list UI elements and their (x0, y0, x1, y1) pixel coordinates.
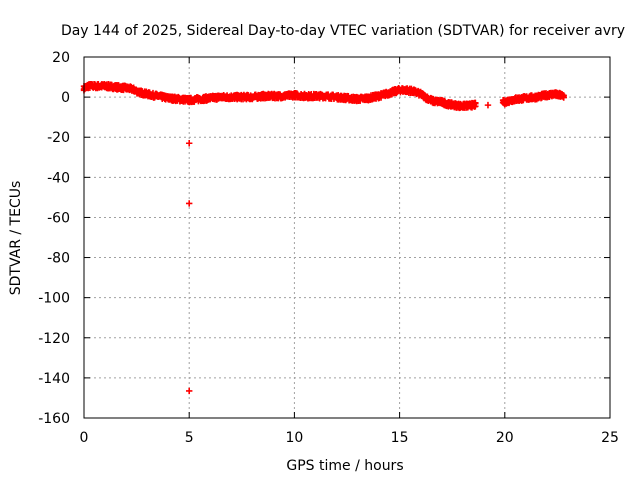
plot-border (83, 56, 611, 419)
y-tick-label: -120 (38, 331, 70, 347)
y-tick-label: -100 (38, 291, 70, 307)
x-tick-label: 15 (391, 430, 409, 446)
x-tick-label: 25 (601, 430, 619, 446)
chart-title: Day 144 of 2025, Sidereal Day-to-day VTE… (61, 23, 625, 39)
data-point (472, 103, 479, 110)
y-axis-label: SDTVAR / TECUs (8, 181, 24, 296)
x-tick-label: 5 (185, 430, 194, 446)
x-tick-label: 10 (285, 430, 303, 446)
y-tick-label: 20 (52, 50, 70, 66)
data-point (560, 94, 567, 101)
outlier-point (186, 140, 193, 147)
tick-layer: 0 5 10 15 20 25 20 0 -20 -40 -60 -80 -100 -120 -140 -16… (38, 50, 619, 446)
y-tick-label: -80 (47, 251, 70, 267)
outlier-point (186, 387, 193, 395)
data-layer (80, 80, 567, 395)
y-tick-label: 0 (61, 90, 70, 106)
grid-layer (84, 57, 610, 418)
y-tick-label: -140 (38, 371, 70, 387)
outlier-point (186, 200, 193, 207)
y-tick-label: -160 (38, 411, 70, 427)
y-tick-label: -60 (47, 210, 70, 226)
x-tick-label: 20 (496, 430, 514, 446)
outlier-point (484, 101, 492, 109)
axis-layer (83, 56, 611, 419)
x-axis-label: GPS time / hours (286, 458, 403, 474)
y-tick-label: -20 (47, 130, 70, 146)
x-tick-label: 0 (80, 430, 89, 446)
y-tick-label: -40 (47, 170, 70, 186)
